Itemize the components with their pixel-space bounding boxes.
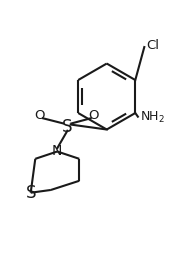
Text: Cl: Cl bbox=[146, 39, 159, 52]
Text: O: O bbox=[35, 109, 45, 122]
Text: N: N bbox=[52, 145, 62, 159]
Text: NH$_2$: NH$_2$ bbox=[140, 110, 165, 125]
Text: S: S bbox=[25, 184, 36, 202]
Text: S: S bbox=[62, 118, 73, 136]
Text: O: O bbox=[89, 109, 99, 122]
